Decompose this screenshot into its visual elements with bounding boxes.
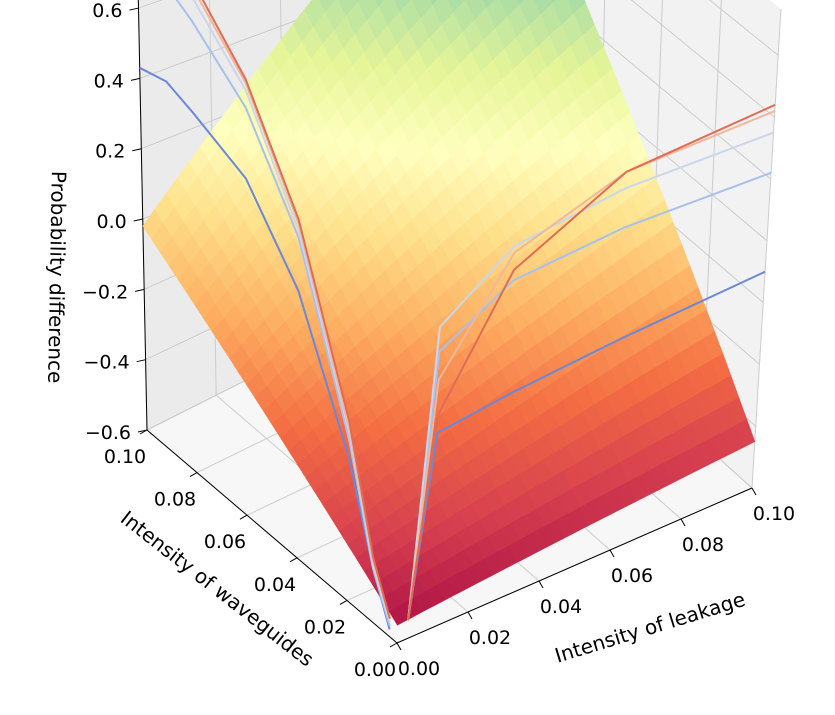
z-tick-label: 0.2: [95, 141, 125, 163]
axis-edges: [137, 0, 753, 644]
z-tick: [135, 288, 145, 292]
y-tick-label: 0.04: [254, 574, 296, 596]
grid-line-y: [751, 8, 782, 489]
curve-along-x: [407, 110, 776, 621]
grid-line-z: [708, 0, 779, 56]
surface: [142, 0, 756, 626]
z-tick: [129, 7, 139, 11]
z-tick: [136, 359, 146, 363]
y-tick-label: 0.00: [354, 659, 396, 681]
y-tick-label: 0.08: [154, 489, 196, 511]
x-tick-label: 0.06: [611, 565, 653, 587]
y-tick-label: 0.10: [104, 446, 146, 468]
x-axis-line: [396, 487, 753, 644]
curve-along-x: [407, 103, 776, 621]
z-tick-label: −0.4: [83, 352, 129, 374]
z-tick-label: 0.0: [97, 211, 127, 233]
tick-labels: 0.00 0.02 0.04 0.06 0.08 0.10 0.00 0.02 0.04 0.06…: [82, 0, 795, 681]
curves: [139, 0, 776, 630]
y-tick: [289, 557, 298, 563]
x-tick: [751, 487, 757, 496]
z-tick-label: −0.6: [85, 422, 131, 444]
x-tick-label: 0.08: [682, 534, 724, 556]
tick-marks: [129, 7, 757, 651]
z-axis-label: Probability difference: [43, 171, 71, 384]
z-tick-label: 0.4: [94, 70, 124, 92]
grid-line-z: [554, 0, 772, 180]
z-tick-label: 0.6: [92, 0, 122, 22]
x-tick: [467, 611, 473, 620]
z-tick: [132, 148, 142, 152]
z-tick: [130, 77, 141, 81]
x-tick: [396, 642, 402, 651]
x-tick-label: 0.00: [398, 658, 440, 680]
y-tick-label: 0.06: [204, 531, 246, 553]
surface-patch: [388, 604, 410, 626]
x-tick: [538, 580, 544, 589]
x-tick: [609, 549, 615, 558]
z-tick: [133, 218, 143, 222]
y-tick-label: 0.02: [304, 616, 346, 638]
curve-along-y: [201, 0, 391, 619]
z-axis-line: [137, 0, 148, 431]
curve-along-x: [407, 270, 766, 621]
z-tick: [137, 429, 148, 433]
x-tick-label: 0.04: [540, 596, 582, 618]
x-tick-label: 0.02: [469, 627, 511, 649]
curve-along-x: [407, 171, 772, 621]
y-tick: [189, 472, 198, 478]
curve-along-x: [407, 131, 774, 621]
y-tick: [339, 599, 348, 605]
grid-line-z: [630, 0, 775, 118]
x-tick-label: 0.10: [753, 503, 795, 525]
surface-patch: [429, 0, 439, 7]
y-axis-line: [146, 429, 398, 644]
y-tick: [239, 514, 248, 520]
surface-patch: [374, 0, 386, 8]
x-tick: [680, 518, 686, 527]
z-tick-label: −0.2: [82, 281, 128, 303]
y-tick: [389, 642, 398, 648]
